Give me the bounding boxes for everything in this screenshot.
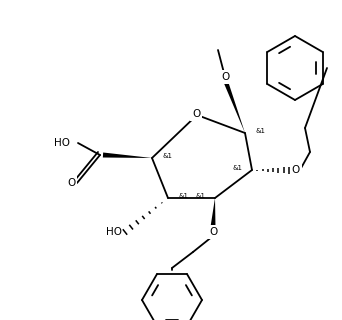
Text: O: O [292,165,300,175]
Text: &1: &1 [232,165,242,171]
Text: O: O [192,109,200,119]
Text: O: O [67,178,75,188]
Text: &1: &1 [195,193,205,199]
Text: &1: &1 [162,153,172,159]
Polygon shape [103,153,152,158]
Polygon shape [211,198,215,227]
Text: &1: &1 [178,193,188,199]
Text: O: O [221,72,229,82]
Text: HO: HO [54,138,70,148]
Text: &1: &1 [255,128,265,134]
Polygon shape [222,76,245,133]
Text: HO: HO [106,227,122,237]
Text: O: O [209,227,217,237]
